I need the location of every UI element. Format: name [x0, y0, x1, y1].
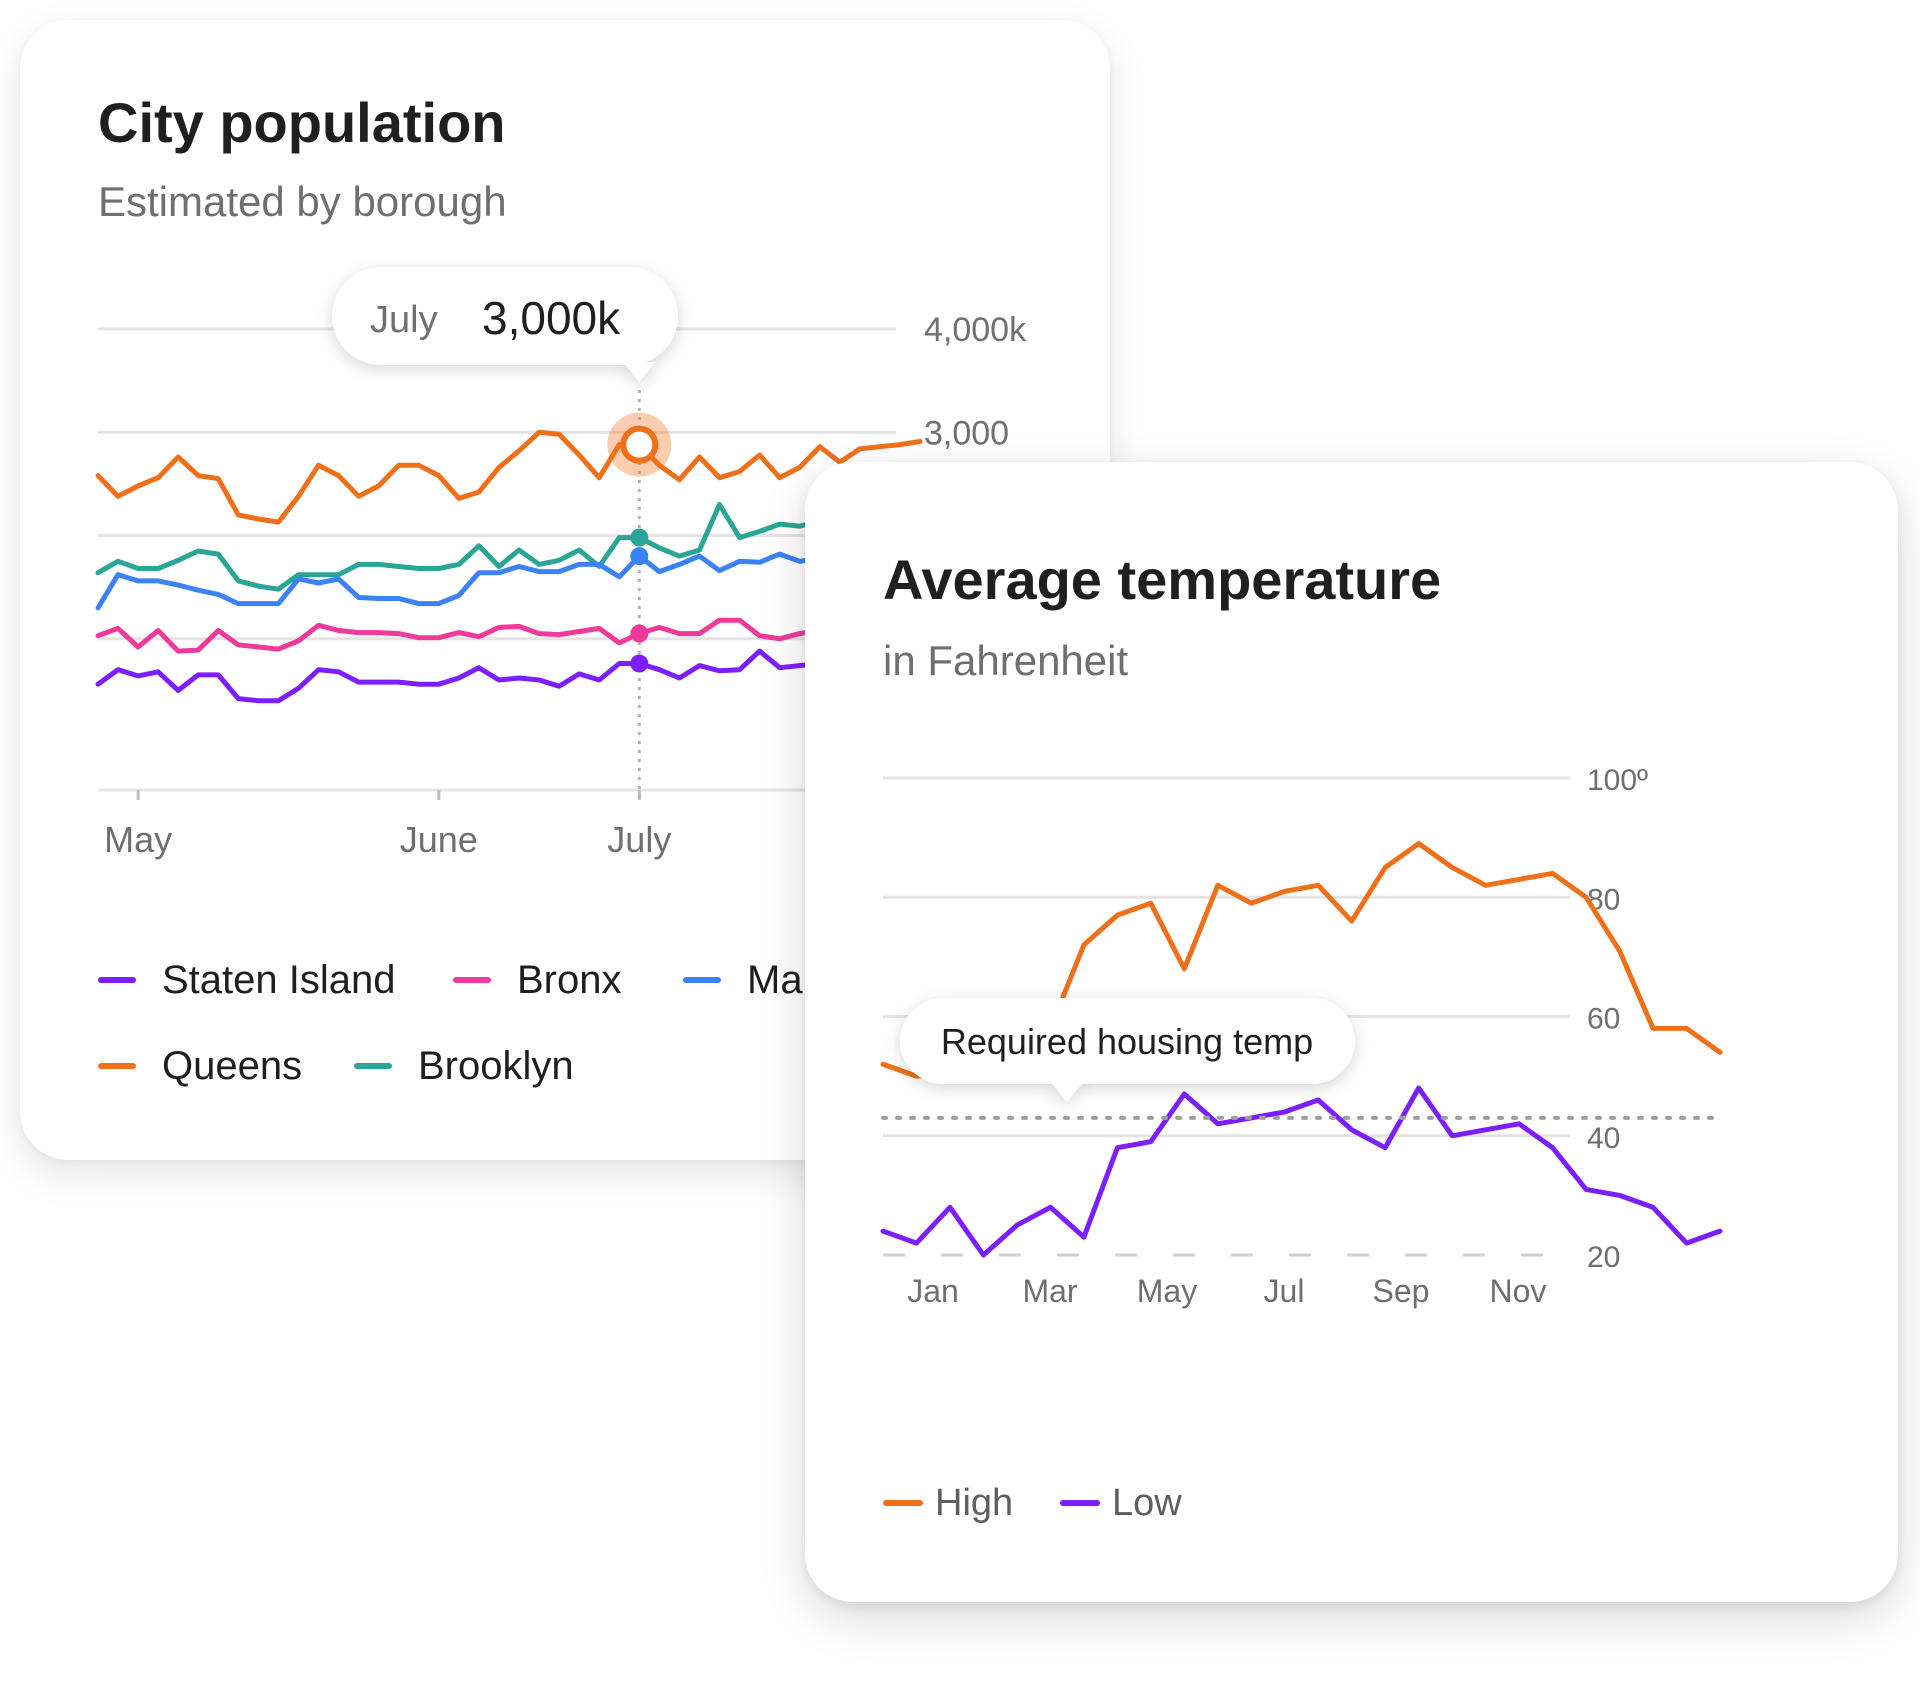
- highlight-point-queens: [620, 425, 659, 464]
- tooltip-value: 3,000k: [482, 292, 621, 344]
- x-tick-label: Jan: [907, 1273, 959, 1309]
- legend-label: Queens: [162, 1043, 303, 1088]
- y-tick-label: 20: [1587, 1241, 1620, 1274]
- temperature-subtitle: in Fahrenheit: [883, 637, 1129, 684]
- legend-item-manhattan[interactable]: Ma: [683, 955, 803, 1005]
- series-line-queens: [95, 429, 923, 525]
- annotation-tooltip: [900, 998, 1355, 1102]
- x-tick-label: May: [104, 819, 172, 860]
- legend-label: Brooklyn: [418, 1043, 574, 1088]
- highlight-point-bronx: [630, 624, 649, 643]
- y-tick-label: 3,000: [924, 414, 1009, 452]
- legend-swatch: [883, 1500, 923, 1506]
- legend-label: Ma: [747, 957, 803, 1002]
- annotation-pointer: [1050, 1081, 1084, 1102]
- x-tick-label: Nov: [1490, 1273, 1547, 1309]
- series-line-manhattan: [95, 547, 923, 611]
- tooltip-bubble: [332, 267, 678, 365]
- legend-swatch: [453, 977, 491, 983]
- series-line-brooklyn: [95, 502, 923, 592]
- legend-label: Low: [1112, 1481, 1182, 1524]
- y-tick-label: 40: [1587, 1122, 1620, 1155]
- legend-item-low[interactable]: Low: [1060, 1478, 1182, 1528]
- legend-item-bronx[interactable]: Bronx: [453, 955, 622, 1005]
- legend-label: High: [935, 1481, 1014, 1524]
- series-line-bronx: [95, 617, 923, 654]
- x-tick-label: Jul: [1264, 1273, 1305, 1309]
- highlight-point-staten-island: [630, 654, 649, 673]
- legend-item-staten-island[interactable]: Staten Island: [98, 955, 396, 1005]
- legend-label: Staten Island: [162, 957, 396, 1002]
- population-title: City population: [98, 91, 506, 154]
- legend-swatch: [683, 977, 721, 983]
- tooltip-month: July: [370, 299, 438, 341]
- x-tick-label: Mar: [1022, 1273, 1077, 1309]
- legend-swatch: [98, 1063, 136, 1069]
- highlight-point-manhattan: [630, 547, 649, 566]
- annotation-label: Required housing temp: [941, 1021, 1313, 1062]
- x-tick-label: May: [1137, 1273, 1197, 1309]
- legend-swatch: [98, 977, 136, 983]
- annotation-bubble: [900, 998, 1355, 1084]
- y-tick-label: 4,000k: [924, 311, 1027, 349]
- y-tick-label: 100º: [1587, 764, 1648, 797]
- y-tick-label: 60: [1587, 1003, 1620, 1036]
- population-subtitle: Estimated by borough: [98, 178, 507, 225]
- x-tick-label: July: [607, 819, 671, 860]
- series-line-staten-island: [95, 648, 923, 704]
- average-temperature-card: Average temperature in Fahrenheit 100º 80…: [805, 462, 1898, 1602]
- tooltip: [332, 267, 678, 382]
- legend-item-queens[interactable]: Queens: [98, 1041, 302, 1091]
- legend-item-high[interactable]: High: [883, 1478, 1013, 1528]
- legend-label: Bronx: [517, 957, 622, 1002]
- x-tick-label: June: [400, 819, 478, 860]
- tooltip-pointer: [623, 362, 656, 382]
- legend-item-brooklyn[interactable]: Brooklyn: [354, 1041, 574, 1091]
- legend-swatch: [1060, 1500, 1100, 1506]
- highlight-point-brooklyn: [630, 528, 649, 547]
- temperature-title: Average temperature: [883, 548, 1442, 611]
- x-tick-label: Sep: [1373, 1273, 1430, 1309]
- legend-swatch: [354, 1063, 392, 1069]
- series-line-low: [880, 1085, 1723, 1258]
